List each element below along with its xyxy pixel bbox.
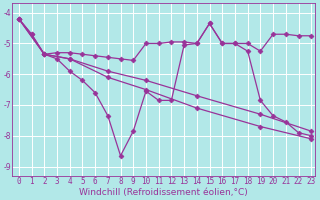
X-axis label: Windchill (Refroidissement éolien,°C): Windchill (Refroidissement éolien,°C) xyxy=(79,188,248,197)
